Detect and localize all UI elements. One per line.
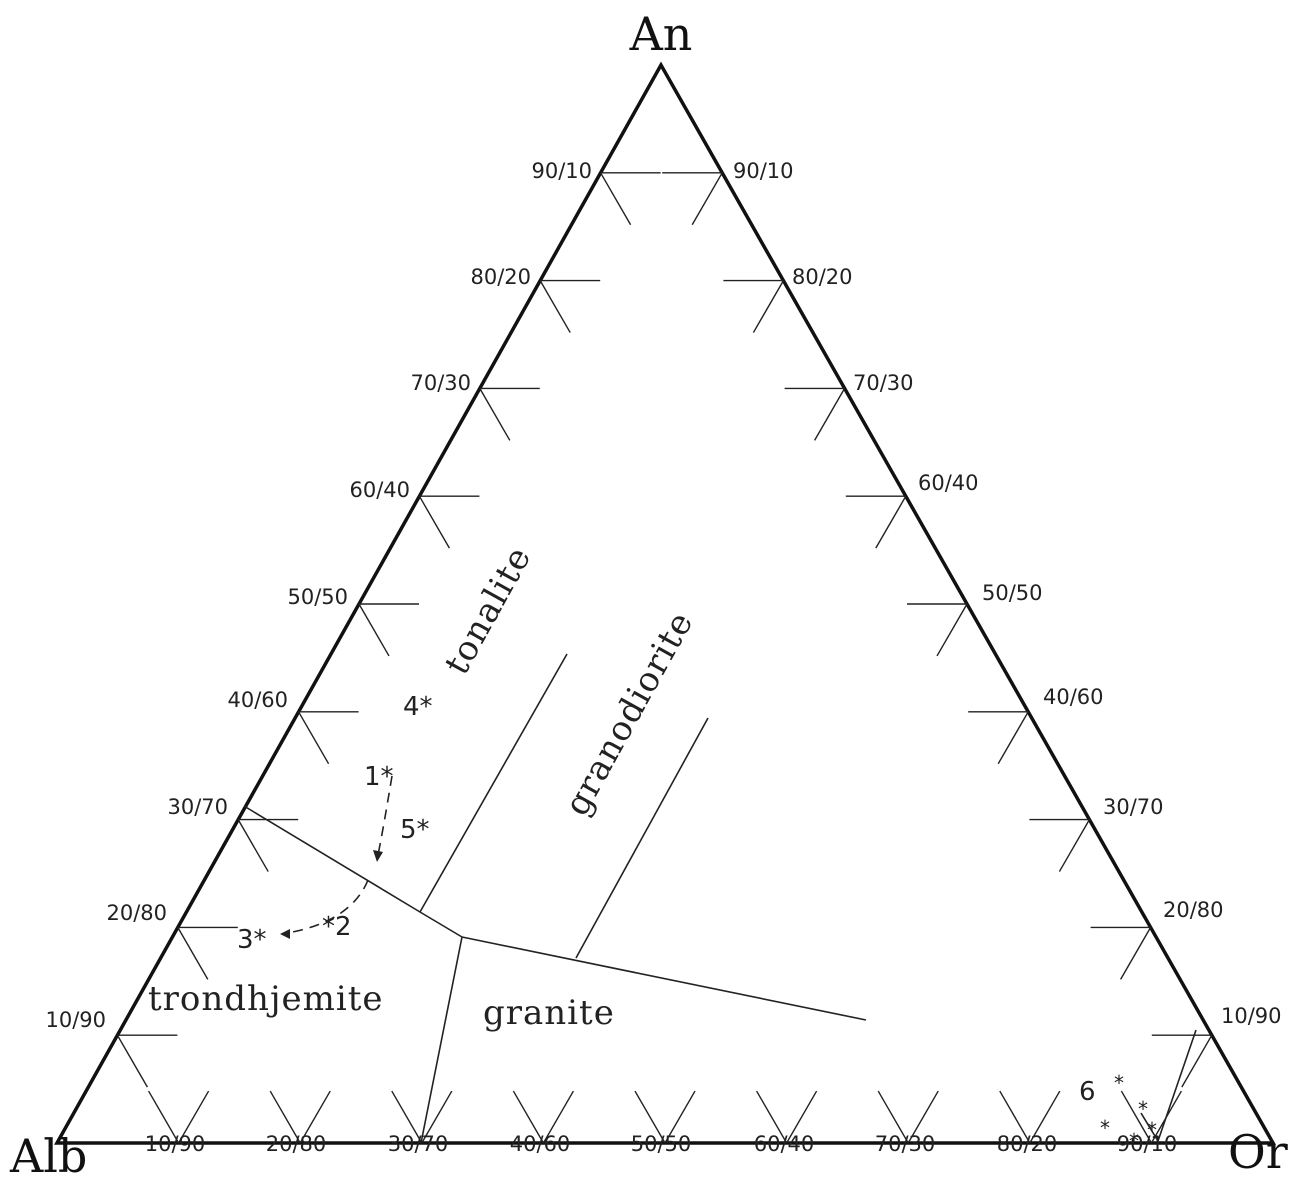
base-tick <box>755 1090 788 1144</box>
base-tick <box>147 1090 180 1144</box>
left-tick-label: 50/50 <box>287 585 348 609</box>
base-tick <box>512 1090 545 1144</box>
left-tick-label: 80/20 <box>470 265 531 289</box>
base-tick-label: 30/70 <box>388 1132 449 1156</box>
right-edge-tick <box>813 388 846 441</box>
sample-6-point: * <box>1129 1129 1139 1153</box>
left-tick-label: 70/30 <box>410 371 471 395</box>
base-tick-label: 10/90 <box>145 1132 206 1156</box>
right-tick-label: 40/60 <box>1043 685 1104 709</box>
right-edge-tick-labels: 90/10 80/20 70/30 60/40 50/50 40/60 30/7… <box>733 159 1282 1028</box>
arrowhead-left <box>280 929 290 939</box>
base-tick <box>391 1090 423 1144</box>
right-tick-label: 90/10 <box>733 159 794 183</box>
sample-6-point: * <box>1147 1118 1157 1142</box>
sample-6-field <box>1140 1029 1197 1143</box>
vertex-label-anorthite: An <box>629 7 693 61</box>
vertex-label-albite: Alb <box>9 1129 87 1178</box>
base-tick <box>177 1090 210 1144</box>
granite-upper-boundary <box>461 936 867 1021</box>
left-edge-tick <box>418 495 451 549</box>
sample-5: 5* <box>400 815 430 845</box>
right-tick-label: 60/40 <box>918 471 979 495</box>
left-edge-tick <box>177 927 209 980</box>
base-tick <box>999 1090 1031 1144</box>
base-tick <box>785 1090 818 1144</box>
base-tick-label: 20/80 <box>266 1132 327 1156</box>
right-edge-tick <box>997 711 1029 765</box>
right-tick-label: 50/50 <box>982 581 1043 605</box>
left-tick-label: 20/80 <box>106 901 167 925</box>
left-tick-label: 40/60 <box>227 688 288 712</box>
right-edge-tick <box>1119 927 1152 980</box>
left-edge-tick <box>116 1034 149 1088</box>
sample-1: 1* <box>364 762 394 792</box>
field-label-granodiorite: granodiorite <box>557 605 702 823</box>
left-tick-label: 30/70 <box>167 795 228 819</box>
sample-6-point: * <box>1100 1116 1110 1140</box>
sample-4: 4* <box>403 692 433 722</box>
base-tick <box>877 1090 909 1144</box>
right-tick-label: 70/30 <box>853 371 914 395</box>
base-tick <box>1120 1090 1153 1144</box>
base-tick-label: 90/10 <box>1117 1132 1178 1156</box>
base-tick-label: 40/60 <box>510 1132 571 1156</box>
tonalite-granodiorite-boundary <box>419 653 568 913</box>
left-edge-tick <box>358 603 390 657</box>
base-tick-label: 60/40 <box>754 1132 815 1156</box>
left-edge-tick <box>539 280 571 333</box>
field-label-granite: granite <box>483 993 615 1033</box>
left-edge-tick <box>599 172 632 226</box>
base-tick-label: 80/20 <box>997 1132 1058 1156</box>
sample-6-cluster: * * * * * <box>1100 1071 1157 1153</box>
left-tick-label: 10/90 <box>45 1008 106 1032</box>
sample-3: 3* <box>237 925 267 955</box>
left-tick-label: 90/10 <box>531 159 592 183</box>
sample-6-point: * <box>1114 1071 1124 1095</box>
base-tick-labels: 10/90 20/80 30/70 40/60 50/50 60/40 70/3… <box>145 1132 1178 1156</box>
arrowhead-down <box>373 850 383 862</box>
base-tick <box>634 1090 666 1144</box>
base-tick <box>664 1090 696 1144</box>
right-edge-tick <box>752 280 785 333</box>
left-tick-label: 60/40 <box>349 478 410 502</box>
right-edge-tick <box>1058 819 1091 872</box>
right-tick-label: 10/90 <box>1221 1004 1282 1028</box>
field-boundaries <box>243 653 1197 1144</box>
sample-6-point: * <box>1138 1097 1148 1121</box>
base-tick <box>907 1090 939 1144</box>
sample-6: 6 <box>1079 1077 1096 1107</box>
vertex-label-orthoclase: Or <box>1228 1125 1288 1178</box>
left-edge-tick <box>237 819 269 872</box>
right-edge-tick <box>1181 1034 1213 1088</box>
granodiorite-upper-boundary <box>575 717 709 959</box>
base-tick-label: 50/50 <box>631 1132 692 1156</box>
left-edge-tick-labels: 90/10 80/20 70/30 60/40 50/50 40/60 30/7… <box>45 159 592 1032</box>
right-tick-label: 20/80 <box>1163 898 1224 922</box>
left-edge-tick <box>297 711 330 765</box>
base-tick <box>542 1090 575 1144</box>
base-tick <box>421 1090 453 1144</box>
right-edge-tick <box>691 172 723 226</box>
base-tick-label: 70/30 <box>875 1132 936 1156</box>
base-tick <box>1029 1090 1061 1144</box>
right-edge-tick <box>936 603 968 657</box>
sample-2: *2 <box>322 912 352 942</box>
field-label-tonalite: tonalite <box>437 540 540 682</box>
base-tick <box>299 1090 331 1144</box>
right-tick-label: 80/20 <box>792 265 853 289</box>
sample-trend-arrow-1-2 <box>377 775 393 856</box>
left-edge-tick <box>479 388 511 441</box>
trondhjemite-granite-boundary <box>420 936 463 1144</box>
right-edge-tick <box>875 495 907 549</box>
right-tick-label: 30/70 <box>1103 795 1164 819</box>
field-label-trondhjemite: trondhjemite <box>148 979 384 1019</box>
tick-marks <box>116 172 1213 1144</box>
sample-trend-arrow-2-3 <box>286 879 369 934</box>
base-tick <box>269 1090 301 1144</box>
